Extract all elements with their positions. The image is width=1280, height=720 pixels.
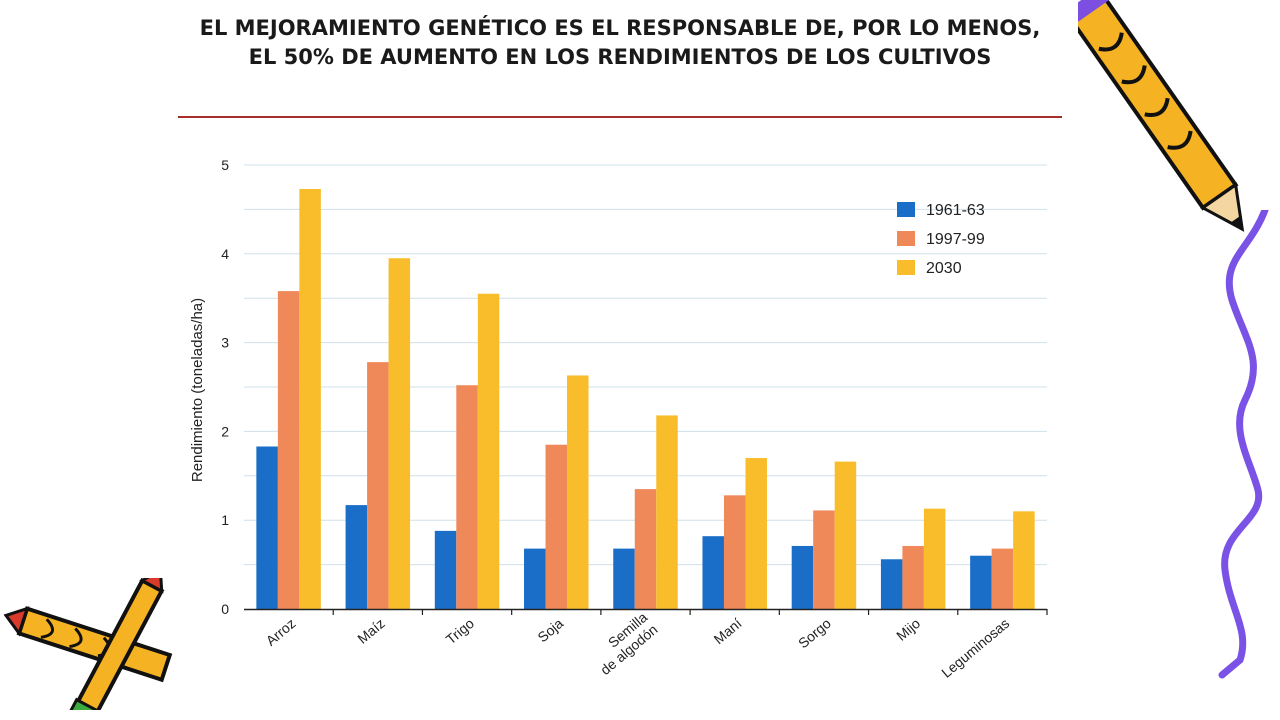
bar [524, 548, 546, 609]
legend: 1961-63 1997-99 2030 [897, 202, 985, 277]
y-tick-label: 0 [221, 601, 229, 617]
y-axis-label: Rendimiento (toneladas/ha) [189, 298, 206, 482]
bar [970, 555, 992, 609]
bar [545, 444, 568, 609]
bar [388, 258, 411, 609]
x-tick-label: Trigo [443, 615, 477, 648]
bar [256, 446, 278, 609]
legend-label: 1961-63 [926, 202, 985, 219]
y-tick-label: 1 [221, 512, 229, 528]
bar [1013, 511, 1035, 609]
bar [656, 415, 678, 609]
bar [477, 293, 500, 609]
bars [256, 188, 1035, 609]
legend-swatch [897, 231, 915, 246]
x-tick-label: Maní [711, 615, 745, 647]
x-tick-label: Maíz [354, 615, 388, 647]
bar [813, 510, 835, 609]
y-tick-label: 5 [221, 157, 229, 173]
title-divider [178, 116, 1062, 118]
crossed-pencils-icon [3, 578, 173, 710]
y-tick-label: 3 [221, 335, 229, 351]
bar [880, 559, 903, 609]
bar [367, 362, 389, 609]
bar [634, 489, 657, 609]
bar [567, 375, 589, 609]
pencil-icon [1078, 0, 1245, 232]
x-tick-label: Arroz [263, 615, 299, 649]
bar [434, 530, 457, 609]
bar [791, 545, 814, 609]
bar [613, 548, 635, 609]
bar [456, 385, 478, 609]
x-tick-labels: Arroz Maíz Trigo Soja Semillade algodón Maní S… [263, 609, 1013, 681]
axes [244, 608, 1048, 615]
bar [702, 536, 724, 609]
legend-swatch [897, 260, 915, 275]
legend-swatch [897, 202, 915, 217]
x-tick-label: Semillade algodón [587, 609, 661, 678]
bar [991, 548, 1014, 609]
bar [745, 458, 767, 609]
y-tick-labels: 0 1 2 3 4 5 [221, 157, 229, 617]
bar [834, 461, 857, 609]
x-tick-label: Sorgo [795, 615, 834, 651]
x-tick-label: Soja [534, 615, 566, 645]
y-tick-label: 2 [221, 423, 229, 439]
bar [723, 495, 746, 609]
legend-label: 2030 [926, 260, 962, 277]
x-tick-label: Leguminosas [938, 615, 1012, 681]
bar [923, 508, 946, 609]
legend-label: 1997-99 [926, 231, 985, 248]
purple-squiggle [1218, 210, 1269, 679]
bar [345, 505, 368, 609]
bar [277, 291, 300, 609]
bar [902, 545, 924, 609]
x-tick-label: Mijo [893, 615, 923, 644]
bar [299, 188, 321, 609]
slide-title: EL MEJORAMIENTO GENÉTICO ES EL RESPONSAB… [199, 16, 1041, 69]
y-tick-label: 4 [221, 246, 229, 262]
